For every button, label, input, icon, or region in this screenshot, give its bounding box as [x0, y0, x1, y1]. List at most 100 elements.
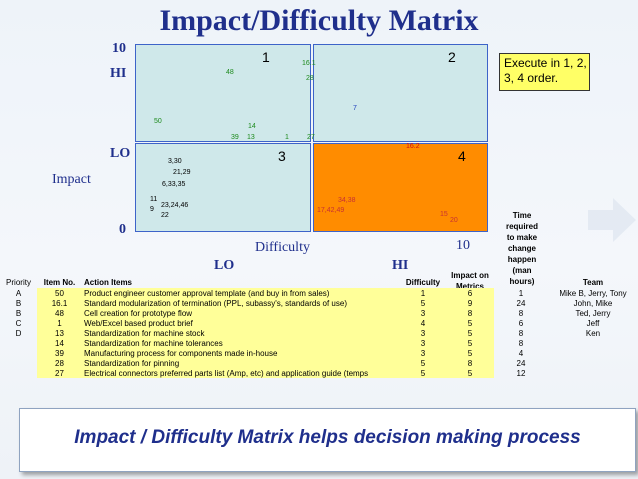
team-cell: [548, 338, 638, 348]
time-cell: 24: [516, 358, 526, 368]
impact-cell: 8: [446, 308, 494, 318]
item-no-cell: 50: [37, 288, 82, 298]
priority-header: Priority: [6, 277, 31, 287]
point-label: 21,29: [173, 169, 191, 176]
point-label: 23,24,46: [161, 202, 189, 209]
time-header-line: (man: [512, 266, 532, 275]
point-label: 15: [440, 211, 448, 218]
impact-header-line: Impact on: [451, 271, 489, 280]
difficulty-cell: 5: [400, 298, 446, 308]
time-cell: 8: [518, 308, 524, 318]
time-header-line: happen: [507, 255, 537, 264]
point-label: 20: [450, 217, 458, 224]
quadrant-3: 3: [135, 143, 311, 232]
quadrant-4: 4: [313, 143, 488, 232]
item-no-cell: 48: [37, 308, 82, 318]
time-header-line: hours): [509, 277, 535, 286]
point-label: 17,42,49: [317, 207, 345, 214]
difficulty-cell: 3: [400, 328, 446, 338]
action-cell: Manufacturing process for components mad…: [82, 348, 400, 358]
time-header-line: to make: [506, 233, 538, 242]
point-label: 16.2: [406, 143, 420, 150]
item-no-cell: 1: [37, 318, 82, 328]
impact-header-line: Metrics: [455, 282, 484, 291]
difficulty-axis-label: Difficulty: [255, 240, 310, 255]
impact-cell: 9: [446, 298, 494, 308]
action-cell: Standardization for machine tolerances: [82, 338, 400, 348]
table-row: B 48 Cell creation for prototype flow 3 8 8 Te…: [0, 308, 638, 318]
difficulty-hi-label: HI: [392, 258, 409, 273]
time-cell: 12: [516, 368, 526, 378]
difficulty-header: Difficulty: [405, 277, 441, 287]
priority-cell: [0, 338, 37, 348]
point-label: 9: [150, 206, 154, 213]
action-cell: Standardization for machine stock: [82, 328, 400, 338]
action-cell: Electrical connectors preferred parts li…: [82, 368, 400, 378]
point-label: 11: [150, 196, 158, 203]
difficulty-cell: 3: [400, 338, 446, 348]
arrow-watermark-icon: [588, 198, 636, 242]
impact-lo-label: LO: [110, 146, 131, 161]
quadrant-number: 4: [458, 148, 466, 164]
time-header-line: Time: [512, 211, 532, 220]
action-cell: Product engineer customer approval templ…: [82, 288, 400, 298]
point-label: 3,30: [168, 158, 182, 165]
impact-cell: 5: [446, 368, 494, 378]
team-cell: Jeff: [586, 318, 600, 328]
difficulty-end-tick: 10: [456, 238, 470, 253]
quadrant-number: 3: [278, 148, 286, 164]
time-cell: 1: [518, 288, 524, 298]
priority-cell: [0, 348, 37, 358]
item-no-header: Item No.: [43, 277, 76, 287]
difficulty-cell: 3: [400, 308, 446, 318]
point-label: 13: [247, 134, 255, 141]
team-header: Team: [582, 277, 604, 287]
table-row: A 50 Product engineer customer approval te…: [0, 288, 638, 298]
difficulty-cell: 5: [400, 368, 446, 378]
priority-cell: D: [15, 328, 22, 338]
execute-order-callout: Execute in 1, 2, 3, 4 order.: [499, 53, 590, 91]
point-label: 28: [306, 75, 314, 82]
time-cell: 6: [518, 318, 524, 328]
action-items-header: Action Items: [84, 277, 133, 287]
banner-text: Impact / Difficulty Matrix helps decisio…: [74, 427, 581, 448]
team-cell: John, Mike: [573, 298, 613, 308]
impact-cell: 5: [446, 348, 494, 358]
table-row: 39 Manufacturing process for components m…: [0, 348, 638, 358]
difficulty-cell: 5: [400, 358, 446, 368]
item-no-cell: 13: [37, 328, 82, 338]
difficulty-cell: 3: [400, 348, 446, 358]
point-label: 39: [231, 134, 239, 141]
item-no-cell: 28: [37, 358, 82, 368]
impact-cell: 5: [446, 318, 494, 328]
action-items-table: Priority Item No. Action Items Difficult…: [0, 276, 638, 378]
impact-cell: 5: [446, 328, 494, 338]
table-row: B 16.1 Standard modularization of terminat…: [0, 298, 638, 308]
impact-metrics-header: Impact on Metrics: [445, 270, 495, 292]
team-cell: Ted, Jerry: [575, 308, 611, 318]
priority-cell: A: [15, 288, 22, 298]
team-cell: [548, 358, 638, 368]
quadrant-1: 1: [135, 44, 311, 142]
team-cell: Mike B, Jerry, Tony: [559, 288, 627, 298]
point-label: 48: [226, 69, 234, 76]
point-label: 16.1: [302, 60, 316, 67]
item-no-cell: 14: [37, 338, 82, 348]
team-cell: Ken: [585, 328, 601, 338]
impact-top-tick: 10: [112, 41, 126, 56]
summary-banner: Impact / Difficulty Matrix helps decisio…: [19, 408, 636, 472]
item-no-cell: 16.1: [37, 298, 82, 308]
impact-cell: 6: [446, 288, 494, 298]
point-label: 34,38: [338, 197, 356, 204]
priority-cell: C: [15, 318, 22, 328]
difficulty-lo-label: LO: [214, 258, 235, 273]
impact-cell: 8: [446, 358, 494, 368]
point-label: 6,33,35: [162, 181, 186, 188]
priority-cell: [0, 358, 37, 368]
difficulty-cell: 4: [400, 318, 446, 328]
quadrant-number: 1: [262, 49, 270, 65]
action-cell: Web/Excel based product brief: [82, 318, 400, 328]
item-no-cell: 27: [37, 368, 82, 378]
impact-zero-tick: 0: [119, 222, 126, 237]
priority-cell: B: [15, 308, 22, 318]
